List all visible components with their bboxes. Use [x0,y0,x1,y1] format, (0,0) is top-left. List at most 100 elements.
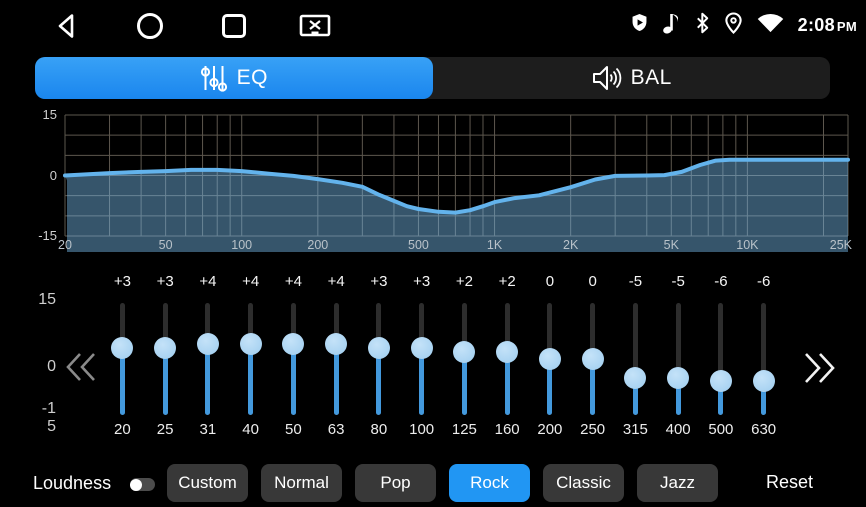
loudness-toggle[interactable] [130,478,155,491]
eq-band-slider[interactable] [367,303,390,415]
eq-band-slider-thumb[interactable] [196,333,219,356]
eq-band-value: +3 [113,273,131,290]
preset-pop-button[interactable]: Pop [355,464,436,502]
eq-band-frequency-label: 100 [409,421,435,438]
eq-band-slider-thumb[interactable] [367,336,390,359]
chart-y-tick-neg15: -15 [38,228,57,243]
preset-custom-button[interactable]: Custom [167,464,248,502]
eq-band-slider-thumb[interactable] [282,333,305,356]
tab-bal[interactable]: BAL [433,57,831,99]
eq-band-slider-thumb[interactable] [496,340,519,363]
bluetooth-icon [694,11,711,40]
eq-band-frequency-label: 200 [537,421,563,438]
eq-band: +4 63 [315,270,358,438]
eq-band-frequency-label: 315 [622,421,648,438]
eq-band-frequency-label: 31 [199,421,217,438]
eq-band-slider[interactable] [196,303,219,415]
home-icon[interactable] [135,11,165,46]
eq-band-value: -6 [756,273,771,290]
recent-apps-icon[interactable] [219,11,249,46]
eq-band-value: +4 [199,273,217,290]
eq-band-frequency-label: 125 [451,421,477,438]
eq-band-slider[interactable] [624,303,647,415]
eq-band: 0 200 [529,270,572,438]
eq-band-slider-thumb[interactable] [111,336,134,359]
preset-classic-button[interactable]: Classic [543,464,624,502]
eq-band-frequency-label: 50 [285,421,302,438]
eq-band-slider[interactable] [709,303,732,415]
eq-band-slider-thumb[interactable] [624,366,647,389]
scroll-bands-right-button[interactable] [797,348,837,393]
tab-eq-label: EQ [236,66,268,89]
eq-band-slider[interactable] [752,303,775,415]
eq-band-value: 0 [588,273,597,290]
eq-band-slider[interactable] [154,303,177,415]
eq-band: +2 125 [443,270,486,438]
equalizer-sliders-icon [200,63,228,93]
preset-rock-button[interactable]: Rock [449,464,530,502]
back-icon[interactable] [52,11,82,46]
eq-band-frequency-label: 400 [665,421,691,438]
tab-eq[interactable]: EQ [35,57,433,99]
scroll-bands-left-button[interactable] [63,349,99,390]
eq-band-slider[interactable] [325,303,348,415]
loudness-toggle-knob [130,478,142,491]
eq-band-value: +2 [498,273,516,290]
screenshot-icon[interactable] [298,11,332,46]
chart-y-tick-15: 15 [42,107,57,122]
eq-band: +4 50 [272,270,315,438]
preset-normal-button[interactable]: Normal [261,464,342,502]
music-note-icon [661,11,681,40]
eq-band-frequency-label: 25 [156,421,174,438]
eq-band-slider-thumb[interactable] [154,336,177,359]
svg-text:5K: 5K [664,238,680,252]
eq-band-value: +4 [242,273,260,290]
eq-band: +2 160 [486,270,529,438]
reset-button[interactable]: Reset [766,472,814,492]
eq-band-value: -6 [714,273,728,290]
eq-band-slider[interactable] [111,303,134,415]
eq-band-frequency-label: 63 [327,421,345,438]
eq-band-slider-thumb[interactable] [325,333,348,356]
eq-band-slider[interactable] [282,303,305,415]
eq-band-value: +3 [156,273,174,290]
eq-band-slider-thumb[interactable] [709,370,732,393]
eq-band-value: +2 [455,273,473,290]
eq-band-slider[interactable] [410,303,433,415]
security-shield-icon [631,13,648,37]
eq-band-frequency-label: 250 [580,421,606,438]
eq-band-slider[interactable] [496,303,519,415]
preset-jazz-button[interactable]: Jazz [637,464,718,502]
eq-band-slider[interactable] [538,303,561,415]
eq-band-slider-thumb[interactable] [239,333,262,356]
eq-band-slider-thumb[interactable] [667,366,690,389]
eq-band: -6 630 [742,270,785,438]
eq-band-value: -5 [671,273,685,290]
eq-band: -5 400 [657,270,700,438]
eq-band-value: 0 [545,273,555,290]
eq-band-slider-thumb[interactable] [581,348,604,370]
eq-band-slider[interactable] [239,303,262,415]
slider-scale-neg15: -15 [41,400,56,435]
eq-band-slider[interactable] [453,303,476,415]
eq-band-slider[interactable] [667,303,690,415]
eq-band-slider[interactable] [581,303,604,415]
wifi-icon [756,12,785,39]
eq-band-frequency-label: 20 [114,421,131,438]
eq-band-sliders: +3 20 +3 25 +4 31 +4 40 +4 50 +4 63 +3 80 +3 100 +2 125 +2… [101,270,785,438]
eq-band: +3 25 [144,270,187,438]
slider-scale-0: 0 [47,358,56,375]
eq-band-slider-thumb[interactable] [752,370,775,393]
eq-band-frequency-label: 40 [242,421,259,438]
eq-band-slider-thumb[interactable] [453,340,476,363]
eq-band-frequency-label: 80 [370,421,388,438]
eq-band-slider-thumb[interactable] [538,348,561,370]
chart-y-tick-0: 0 [49,168,57,183]
eq-band: +3 80 [358,270,401,438]
svg-text:500: 500 [408,238,429,252]
eq-band-slider-thumb[interactable] [410,336,433,359]
svg-text:50: 50 [159,238,173,252]
svg-text:10K: 10K [736,238,759,252]
eq-band-value: +4 [284,273,302,290]
